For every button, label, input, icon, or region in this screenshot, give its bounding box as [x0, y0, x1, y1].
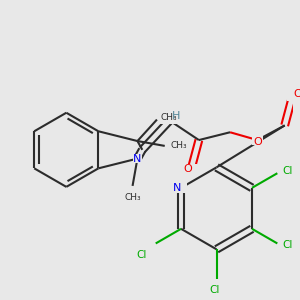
Bar	[167, 141, 186, 151]
Text: O: O	[184, 164, 193, 174]
Text: CH₃: CH₃	[170, 141, 187, 150]
Bar	[169, 111, 179, 121]
Text: O: O	[293, 89, 300, 99]
Bar	[175, 183, 187, 193]
Text: Cl: Cl	[282, 166, 292, 176]
Bar	[251, 135, 263, 145]
Bar	[133, 154, 142, 164]
Bar	[287, 91, 298, 101]
Text: N: N	[133, 154, 142, 164]
Text: CH₃: CH₃	[124, 193, 141, 202]
Text: Cl: Cl	[282, 240, 292, 250]
Bar	[123, 191, 142, 200]
Text: N: N	[173, 183, 181, 193]
Text: Cl: Cl	[209, 285, 220, 295]
Bar	[159, 115, 178, 124]
Bar	[185, 164, 197, 174]
Text: Cl: Cl	[137, 250, 147, 260]
Text: H: H	[172, 111, 181, 121]
Text: O: O	[253, 137, 262, 147]
Text: CH₃: CH₃	[160, 113, 177, 122]
